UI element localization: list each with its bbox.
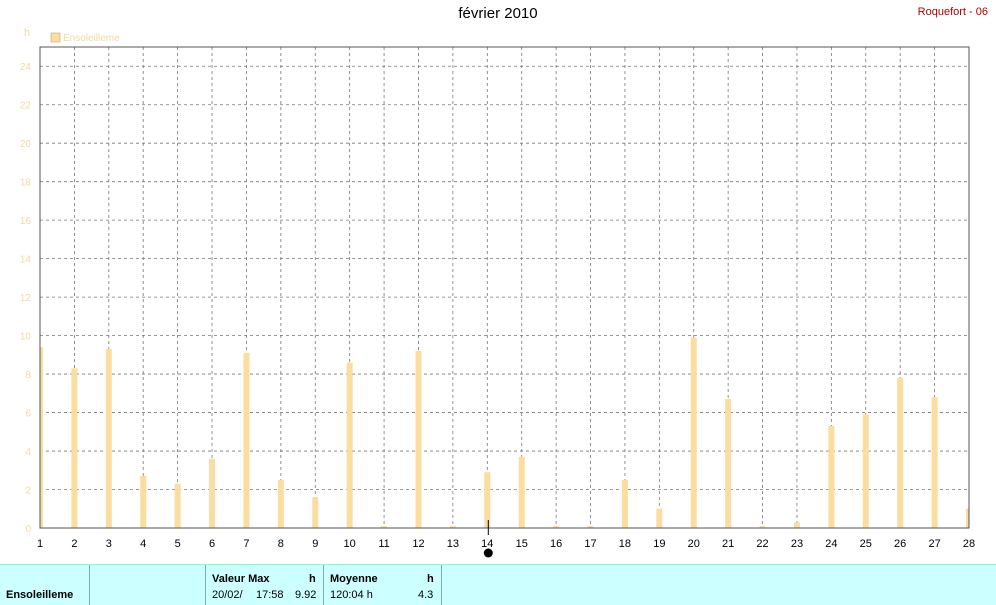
y-tick-label: 4 [25, 447, 31, 458]
bar [312, 497, 319, 528]
y-tick-label: 8 [25, 370, 31, 381]
station-name: Roquefort - 06 [917, 6, 988, 18]
avg-value: 4.3 [418, 589, 434, 601]
bar [656, 508, 663, 528]
y-tick-label: 6 [25, 409, 31, 420]
x-tick-label: 17 [584, 538, 596, 550]
bar [277, 479, 284, 528]
x-tick-label: 13 [447, 538, 459, 550]
y-axis-unit: h [24, 27, 30, 39]
bar [793, 522, 800, 528]
x-tick-label: 23 [791, 538, 803, 550]
summary-panel: Ensoleilleme Valeur Max h 20/02/ 17:58 9… [0, 564, 996, 605]
x-tick-label: 19 [653, 538, 665, 550]
max-header: Valeur Max [212, 573, 270, 585]
max-unit: h [309, 573, 316, 585]
x-tick-label: 4 [140, 538, 146, 550]
bar [484, 472, 491, 528]
legend-swatch [50, 32, 61, 43]
y-tick-label: 14 [20, 255, 32, 266]
bar [346, 362, 353, 528]
bars [40, 337, 969, 528]
x-tick-label: 25 [860, 538, 872, 550]
x-tick-label: 10 [344, 538, 356, 550]
y-tick-label: 24 [20, 62, 32, 73]
bar [174, 483, 181, 528]
bar [621, 479, 628, 528]
bar [518, 456, 525, 528]
bar [759, 526, 766, 528]
y-tick-label: 16 [20, 216, 32, 227]
x-tick-label: 14 [481, 538, 493, 550]
x-tick-label: 18 [619, 538, 631, 550]
day-marker [483, 520, 493, 558]
x-tick-label: 16 [550, 538, 562, 550]
x-tick-label: 12 [412, 538, 424, 550]
bar [553, 526, 560, 528]
avg-header: Moyenne [330, 573, 378, 585]
y-tick-label: 18 [20, 178, 32, 189]
bar [690, 337, 697, 528]
x-tick-label: 6 [209, 538, 215, 550]
bar [209, 458, 216, 528]
bar [40, 347, 43, 528]
bar [966, 508, 969, 528]
x-tick-label: 24 [825, 538, 837, 550]
y-tick-label: 0 [25, 524, 31, 535]
x-tick-label: 20 [688, 538, 700, 550]
x-tick-label: 22 [756, 538, 768, 550]
bar [587, 526, 594, 528]
x-tick-label: 7 [243, 538, 249, 550]
bar [862, 414, 869, 528]
summary-max-cell: Valeur Max h 20/02/ 17:58 9.92 [206, 565, 324, 605]
bar [828, 426, 835, 528]
bar [140, 476, 147, 528]
summary-avg-cell: Moyenne h 120:04 h 4.3 [324, 565, 442, 605]
max-time: 17:58 [256, 589, 284, 601]
avg-unit: h [427, 573, 434, 585]
bar [449, 526, 456, 528]
bar [897, 377, 904, 528]
x-tick-label: 26 [894, 538, 906, 550]
bar [381, 526, 388, 528]
summary-label-cell: Ensoleilleme [0, 565, 90, 605]
grid [39, 47, 970, 528]
bar [71, 368, 78, 528]
x-tick-label: 2 [71, 538, 77, 550]
y-tick-label: 2 [25, 486, 31, 497]
bar [243, 352, 250, 528]
max-value: 9.92 [295, 589, 317, 601]
marker-dot [483, 548, 493, 558]
avg-total: 120:04 h [330, 589, 373, 601]
y-tick-label: 22 [20, 101, 32, 112]
x-tick-label: 9 [312, 538, 318, 550]
summary-series-label: Ensoleilleme [6, 589, 74, 601]
bar [931, 397, 938, 528]
bar [415, 350, 422, 528]
x-tick-label: 11 [378, 538, 389, 550]
x-tick-labels: 1 2 3 4 5 6 7 8 9 10 11 12 13 14 15 16 17 18 19 20 21 22 23 24 2… [37, 538, 975, 550]
x-tick-label: 28 [963, 538, 975, 550]
legend-label: Ensoleilleme [63, 33, 120, 44]
y-tick-label: 20 [20, 139, 32, 150]
plot-frame [39, 46, 970, 529]
x-tick-label: 5 [175, 538, 181, 550]
x-tick-label: 15 [516, 538, 528, 550]
bar [105, 349, 112, 528]
chart-title: février 2010 [458, 5, 538, 22]
bar [725, 399, 732, 528]
x-tick-label: 1 [37, 538, 43, 550]
x-tick-label: 8 [278, 538, 284, 550]
y-tick-label: 10 [20, 332, 32, 343]
x-tick-label: 3 [106, 538, 112, 550]
summary-empty-cell [90, 565, 206, 605]
max-date: 20/02/ [212, 589, 243, 601]
x-tick-label: 21 [722, 538, 734, 550]
y-tick-label: 12 [20, 293, 32, 304]
x-tick-label: 27 [928, 538, 940, 550]
